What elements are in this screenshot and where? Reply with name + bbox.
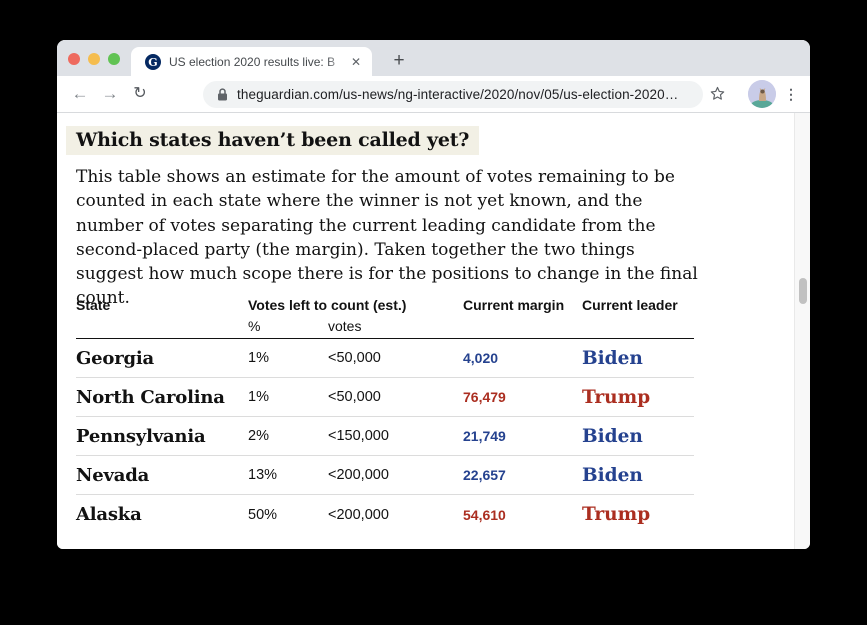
table-header-row: State Votes left to count (est.) Current…: [76, 293, 694, 317]
address-bar[interactable]: theguardian.com/us-news/ng-interactive/2…: [203, 81, 703, 108]
reload-icon[interactable]: ↻: [133, 85, 147, 102]
table-row: Pennsylvania 2% <150,000 21,749 Biden: [76, 417, 694, 456]
article-heading: Which states haven’t been called yet?: [66, 126, 480, 155]
pct-cell: 13%: [248, 467, 278, 483]
url-text: theguardian.com/us-news/ng-interactive/2…: [237, 87, 679, 102]
table-row: North Carolina 1% <50,000 76,479 Trump: [76, 378, 694, 417]
table-row: Georgia 1% <50,000 4,020 Biden: [76, 339, 694, 378]
tab-close-icon[interactable]: ✕: [350, 54, 362, 69]
state-cell: Georgia: [76, 347, 155, 369]
state-cell: Nevada: [76, 464, 150, 486]
active-tab[interactable]: G US election 2020 results live: B ✕: [131, 47, 372, 76]
col-header-leader: Current leader: [582, 297, 678, 313]
scrollbar-thumb[interactable]: [799, 278, 807, 304]
col-subheader-votes: votes: [328, 317, 362, 334]
browser-menu-icon[interactable]: ⋮: [784, 86, 798, 102]
new-tab-button[interactable]: +: [393, 50, 405, 71]
col-header-margin: Current margin: [463, 297, 565, 313]
browser-toolbar: ← → ↻ theguardian.com/us-news/ng-interac…: [57, 76, 810, 113]
margin-cell: 76,479: [463, 389, 506, 405]
margin-cell: 4,020: [463, 350, 499, 366]
votes-cell: <200,000: [328, 467, 389, 483]
minimize-window-button[interactable]: [88, 53, 100, 65]
tab-strip: G US election 2020 results live: B ✕ +: [57, 40, 810, 76]
margin-cell: 21,749: [463, 428, 506, 444]
leader-cell: Biden: [582, 464, 643, 486]
profile-avatar[interactable]: [748, 80, 776, 108]
pct-cell: 1%: [248, 350, 269, 366]
votes-cell: <50,000: [328, 350, 381, 366]
state-cell: Pennsylvania: [76, 425, 206, 447]
leader-cell: Trump: [582, 504, 651, 525]
margin-cell: 54,610: [463, 506, 506, 523]
table-subheader-row: % votes: [76, 317, 694, 339]
svg-text:G: G: [148, 56, 157, 69]
page-scrollbar[interactable]: [794, 113, 810, 549]
state-cell: North Carolina: [76, 386, 225, 408]
states-table: State Votes left to count (est.) Current…: [76, 293, 694, 534]
pct-cell: 1%: [248, 389, 269, 405]
bookmark-star-icon[interactable]: [709, 85, 726, 102]
page-content: Which states haven’t been called yet? Th…: [57, 113, 794, 549]
votes-cell: <150,000: [328, 428, 389, 444]
pct-cell: 50%: [248, 506, 278, 523]
state-cell: Alaska: [76, 504, 142, 525]
col-header-votes-left: Votes left to count (est.): [248, 297, 407, 313]
article-intro: This table shows an estimate for the amo…: [76, 167, 698, 309]
guardian-favicon-icon: G: [145, 53, 161, 70]
leader-cell: Trump: [582, 386, 651, 408]
table-row: Alaska 50% <200,000 54,610 Trump: [76, 495, 694, 534]
tab-title: US election 2020 results live: B: [169, 54, 336, 69]
col-header-state: State: [76, 297, 111, 313]
browser-window: G US election 2020 results live: B ✕ + ←…: [57, 40, 810, 549]
leader-cell: Biden: [582, 347, 643, 369]
close-window-button[interactable]: [68, 53, 80, 65]
table-row: Nevada 13% <200,000 22,657 Biden: [76, 456, 694, 495]
leader-cell: Biden: [582, 425, 643, 447]
lock-icon: [217, 88, 228, 101]
votes-cell: <200,000: [328, 506, 389, 523]
margin-cell: 22,657: [463, 467, 506, 483]
col-subheader-pct: %: [248, 317, 261, 334]
back-icon[interactable]: ←: [71, 84, 89, 103]
forward-icon[interactable]: →: [101, 84, 119, 103]
fullscreen-window-button[interactable]: [108, 53, 120, 65]
pct-cell: 2%: [248, 428, 269, 444]
votes-cell: <50,000: [328, 389, 381, 405]
